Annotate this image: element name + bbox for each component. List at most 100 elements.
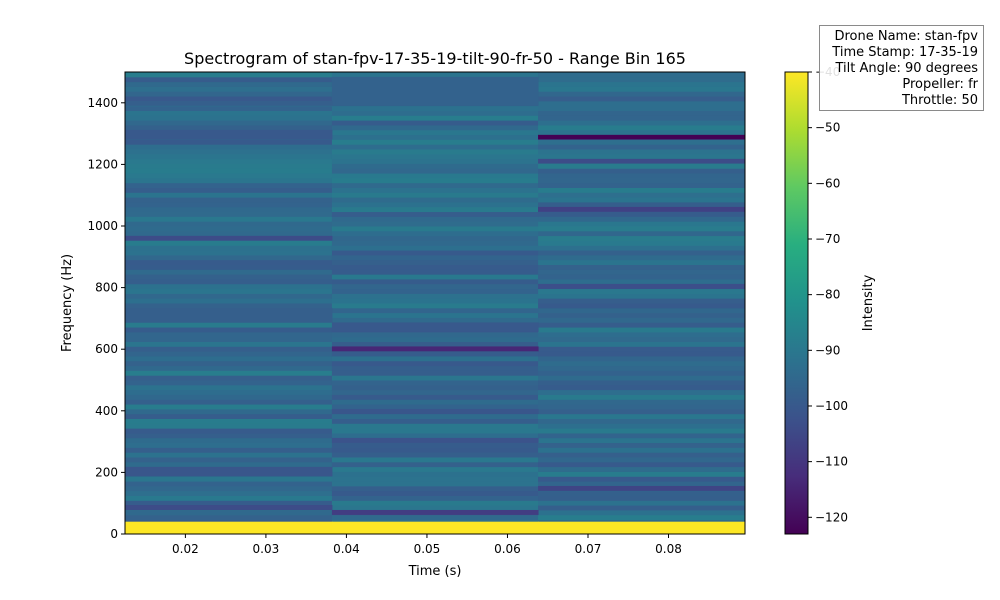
heatmap-cell — [125, 177, 333, 184]
heatmap-cell — [538, 259, 745, 265]
x-tick-label: 0.07 — [575, 542, 602, 556]
heatmap-cell — [125, 274, 333, 280]
heatmap-band — [538, 134, 745, 140]
heatmap-cell — [538, 86, 745, 92]
heatmap-cell — [125, 144, 333, 150]
heatmap-cell — [538, 375, 745, 381]
x-axis-ticks: 0.02 0.03 0.04 0.05 0.06 0.07 0.08 — [172, 534, 682, 556]
heatmap-band — [331, 437, 539, 443]
heatmap-cell — [331, 514, 539, 521]
heatmap-cell — [538, 76, 745, 83]
heatmap-cell — [538, 327, 745, 333]
heatmap-cell — [125, 201, 333, 208]
heatmap-cell — [331, 206, 539, 213]
heatmap-band — [538, 206, 745, 212]
heatmap-cell — [331, 158, 539, 164]
heatmap-cell — [538, 418, 745, 424]
heatmap-cell — [538, 514, 745, 521]
heatmap-cell — [125, 230, 333, 237]
heatmap-cell — [125, 158, 333, 164]
heatmap-cell — [331, 201, 539, 208]
heatmap-cell — [538, 389, 745, 395]
heatmap-band — [331, 76, 539, 106]
heatmap-cell — [538, 317, 745, 323]
heatmap-cell — [125, 365, 333, 371]
heatmap-cell — [538, 505, 745, 511]
heatmap-band — [331, 521, 539, 534]
heatmap-cells — [125, 72, 745, 534]
heatmap-cell — [331, 428, 539, 434]
heatmap-cell — [125, 221, 333, 227]
heatmap-cell — [331, 457, 539, 463]
info-tilt-angle: Tilt Angle: 90 degrees — [835, 61, 978, 76]
colorbar-tick-label: −70 — [815, 232, 840, 246]
heatmap-cell — [125, 500, 333, 506]
heatmap-cell — [538, 173, 745, 179]
heatmap-cell — [538, 197, 745, 203]
heatmap-cell — [331, 500, 539, 506]
info-throttle: Throttle: 50 — [901, 93, 978, 108]
heatmap-cell — [125, 182, 333, 188]
heatmap-cell — [538, 96, 745, 102]
heatmap-cell — [331, 331, 539, 338]
heatmap-cell — [538, 481, 745, 487]
heatmap-cell — [538, 168, 745, 174]
heatmap-cell — [125, 389, 333, 395]
x-tick-label: 0.02 — [172, 542, 199, 556]
heatmap-cell — [331, 144, 539, 150]
heatmap-cell — [331, 149, 539, 155]
heatmap-cell — [331, 192, 539, 198]
heatmap-cell — [538, 408, 745, 415]
heatmap-cell — [331, 351, 539, 357]
heatmap-cell — [125, 418, 333, 424]
heatmap-cell — [538, 423, 745, 429]
heatmap-cell — [125, 437, 333, 444]
heatmap-cell — [538, 216, 745, 222]
heatmap-cell — [538, 163, 745, 169]
heatmap-cell — [538, 81, 745, 87]
heatmap-cell — [125, 105, 333, 111]
heatmap-cell — [331, 317, 539, 323]
heatmap-cell — [125, 254, 333, 261]
heatmap-cell — [125, 240, 333, 246]
heatmap-cell — [331, 283, 539, 290]
x-tick-label: 0.04 — [333, 542, 360, 556]
heatmap-cell — [125, 423, 333, 429]
heatmap-cell — [538, 442, 745, 448]
heatmap-cell — [331, 442, 539, 448]
heatmap-cell — [331, 197, 539, 203]
heatmap-cell — [538, 149, 745, 155]
heatmap-cell — [331, 254, 539, 261]
y-axis-ticks: 0 200 400 600 800 1000 1200 1400 — [87, 96, 125, 541]
heatmap-cell — [331, 404, 539, 410]
heatmap-cell — [125, 120, 333, 126]
colorbar-tick-label: −120 — [815, 510, 848, 524]
heatmap-cell — [331, 173, 539, 179]
heatmap-band — [125, 505, 333, 510]
heatmap-cell — [538, 269, 745, 275]
heatmap-cell — [538, 461, 745, 468]
heatmap-cell — [331, 211, 539, 217]
heatmap-cell — [125, 447, 333, 453]
heatmap-band — [331, 509, 539, 515]
colorbar-ticks: −40−50−60−70−80−90−100−110−120 — [808, 65, 848, 524]
heatmap-cell — [331, 365, 539, 371]
heatmap-cell — [125, 173, 333, 179]
heatmap-cell — [538, 250, 745, 256]
heatmap-cell — [125, 72, 333, 78]
heatmap-cell — [125, 408, 333, 415]
heatmap-cell — [331, 278, 539, 285]
heatmap-cell — [538, 457, 745, 463]
heatmap-cell — [125, 375, 333, 381]
heatmap-cell — [331, 245, 539, 251]
heatmap-cell — [331, 466, 539, 472]
heatmap-cell — [125, 461, 333, 468]
heatmap-cell — [538, 365, 745, 371]
heatmap-cell — [331, 394, 539, 400]
heatmap-cell — [331, 341, 539, 347]
heatmap-cell — [538, 124, 745, 131]
heatmap-cell — [331, 293, 539, 299]
heatmap-band — [538, 158, 745, 164]
heatmap-cell — [538, 307, 745, 314]
